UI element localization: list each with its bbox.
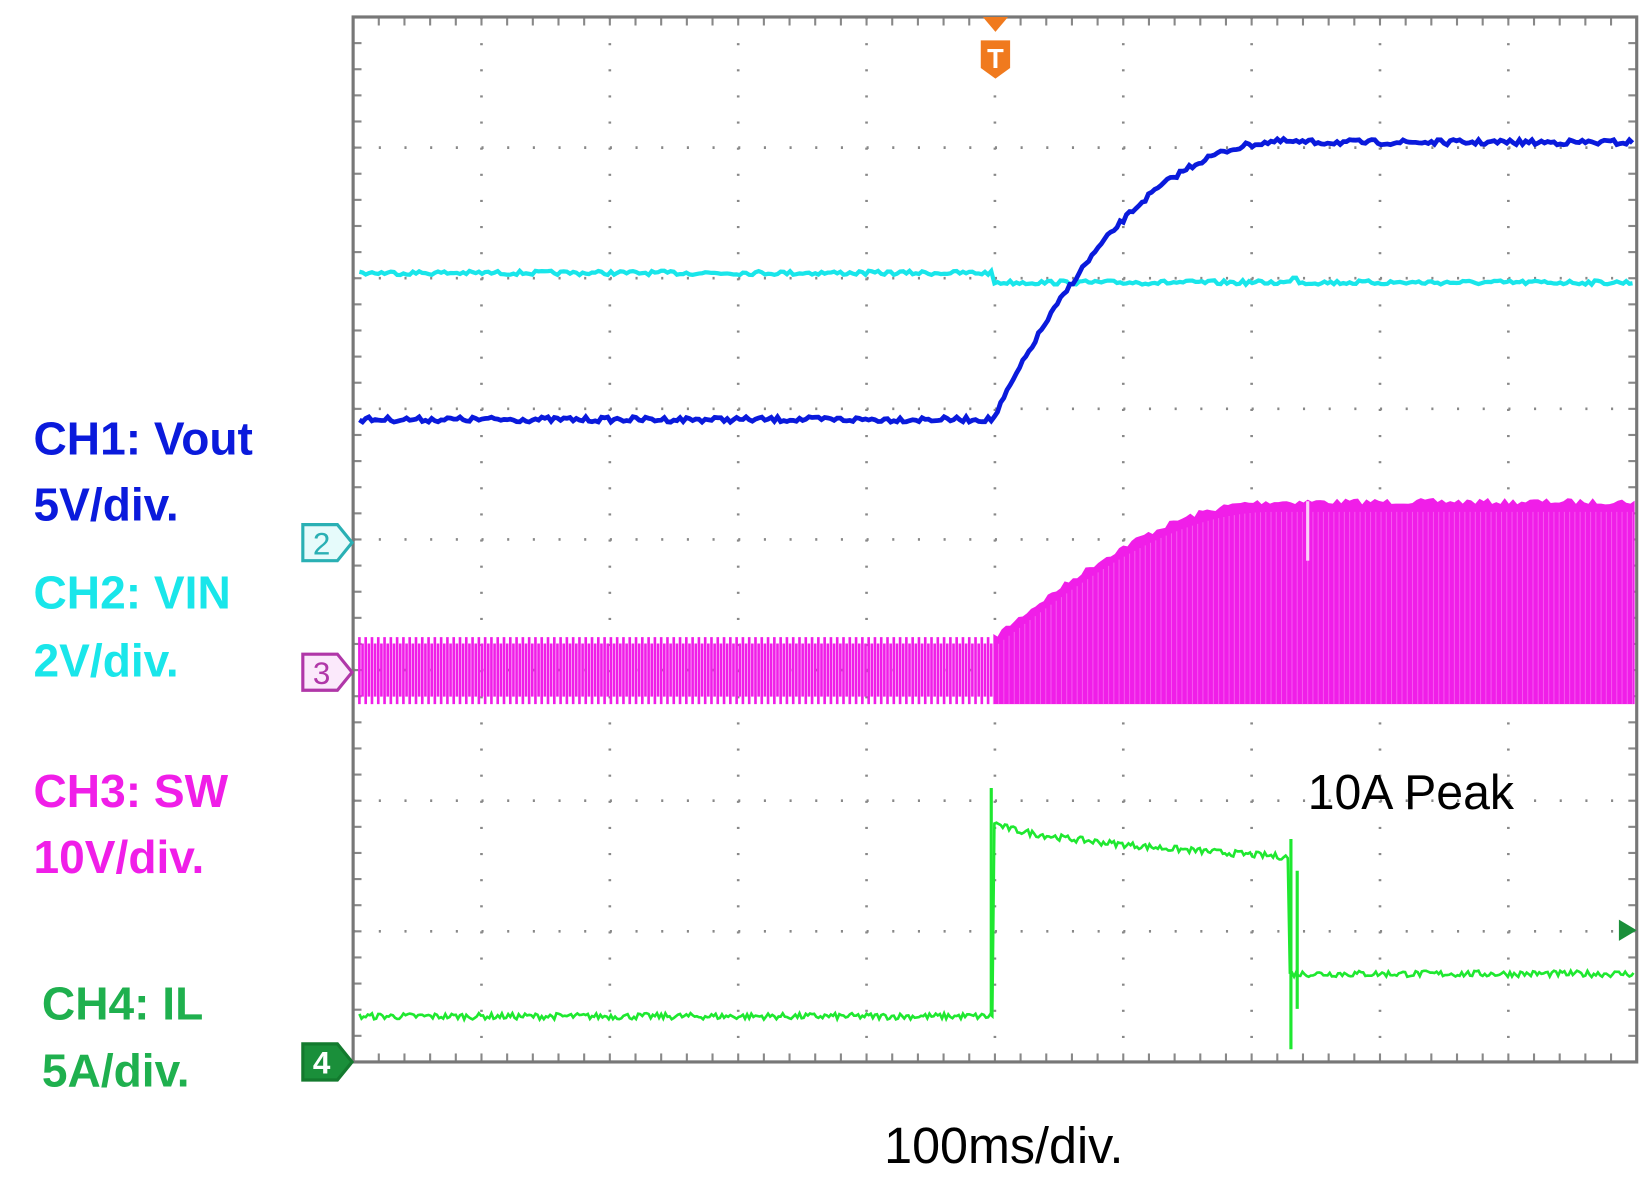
trigger-marker: T [980,16,1011,79]
ch2-trace [358,266,1633,288]
ch2-marker-label: 2 [313,525,330,561]
timebase: 100ms/div. [884,1117,1123,1174]
ch2-scale: 2V/div. [34,634,179,686]
waveforms [358,135,1635,1050]
ch3-marker-label: 3 [313,655,330,691]
ch4-marker-label: 4 [313,1044,331,1080]
ch3-label: CH3: SW [34,765,229,817]
ch3-trace [358,637,993,705]
ch4-trace [358,821,1635,1023]
ch4-trace [989,787,1299,1050]
ch1-trace [358,135,1635,426]
ch4-level-marker [1618,919,1637,941]
graticule-frame [351,15,1639,1064]
ch4-marker: 4 [301,1042,355,1082]
ch3-scale: 10V/div. [34,831,205,883]
ch3-marker: 3 [301,652,355,692]
ch4-label: CH4: IL [42,977,203,1029]
ch2-label: CH2: VIN [34,566,231,618]
ch4-scale: 5A/div. [42,1044,190,1096]
ch1-scale: 5V/div. [34,478,179,530]
ch2-marker: 2 [301,523,355,563]
ch3-trace [993,498,1635,705]
annotation: 10A Peak [1308,766,1515,820]
ch3-trace [992,511,1634,705]
ch1-label: CH1: Vout [34,412,253,464]
trigger-marker-label: T [987,43,1004,74]
